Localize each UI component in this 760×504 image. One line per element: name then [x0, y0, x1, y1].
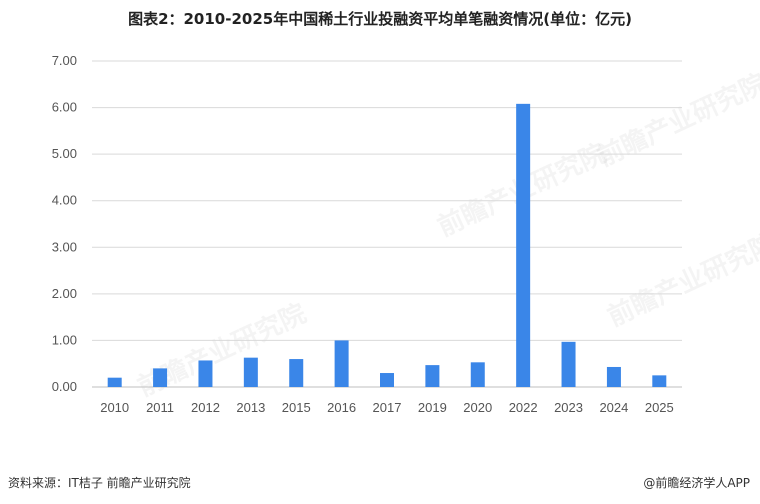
x-tick-label: 2017	[373, 400, 402, 415]
y-tick-label: 5.00	[52, 146, 77, 161]
y-tick-label: 4.00	[52, 193, 77, 208]
bar	[198, 360, 213, 387]
y-tick-label: 1.00	[52, 332, 77, 347]
x-tick-label: 2015	[282, 400, 311, 415]
bar	[334, 340, 349, 387]
source-note: 资料来源：IT桔子 前瞻产业研究院	[8, 476, 191, 490]
x-tick-label: 2011	[146, 400, 174, 415]
x-tick-label: 2019	[418, 400, 447, 415]
bar	[289, 359, 304, 387]
y-tick-label: 6.00	[52, 100, 77, 115]
bar	[380, 373, 394, 387]
x-tick-label: 2012	[191, 400, 220, 415]
chart-title: 图表2：2010-2025年中国稀土行业投融资平均单笔融资情况(单位：亿元)	[128, 10, 632, 28]
y-tick-label: 7.00	[52, 53, 77, 68]
bar	[470, 362, 485, 387]
bar	[561, 341, 576, 387]
bar	[107, 377, 122, 387]
y-tick-label: 2.00	[52, 286, 77, 301]
x-tick-label: 2016	[327, 400, 356, 415]
bar	[606, 366, 621, 387]
x-tick-label: 2022	[509, 400, 538, 415]
y-tick-label: 3.00	[52, 239, 77, 254]
footer: 资料来源：IT桔子 前瞻产业研究院 @前瞻经济学人APP	[0, 474, 760, 496]
bar-chart: 0.00 1.00 2.00 3.00 4.00 5.00 6.00 7.00 2010 2011…	[52, 53, 682, 415]
x-tick-label: 2020	[463, 400, 492, 415]
bar	[243, 357, 258, 387]
bar	[425, 365, 440, 387]
brand-label: @前瞻经济学人APP	[643, 476, 750, 490]
x-tick-label: 2013	[236, 400, 265, 415]
x-tick-label: 2024	[599, 400, 628, 415]
bar	[516, 103, 531, 388]
x-tick-label: 2023	[554, 400, 583, 415]
x-tick-label: 2010	[100, 400, 129, 415]
bar	[652, 375, 667, 387]
x-tick-label: 2025	[645, 400, 674, 415]
bar	[153, 368, 168, 387]
y-tick-label: 0.00	[52, 379, 77, 394]
